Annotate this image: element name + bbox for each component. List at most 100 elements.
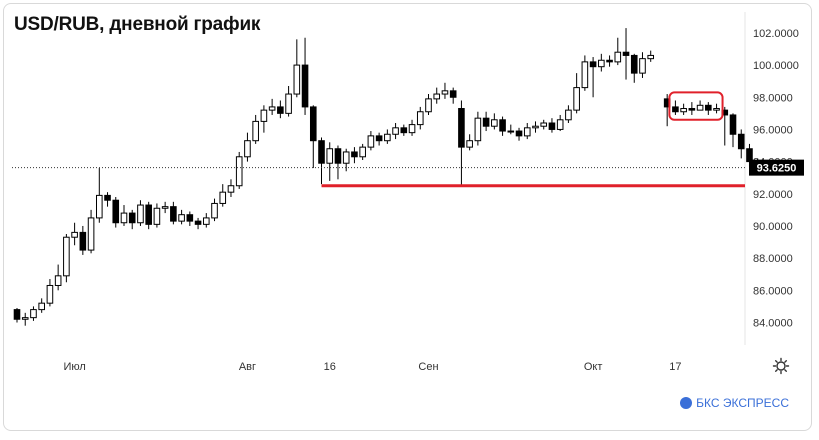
candle-body	[178, 214, 185, 222]
candle	[211, 198, 218, 222]
candle-body	[622, 51, 630, 56]
candle	[161, 201, 169, 214]
candle	[696, 100, 704, 111]
candle-body	[540, 122, 548, 127]
candle	[268, 98, 276, 115]
candle-body	[680, 108, 687, 113]
candle-body	[392, 127, 399, 135]
overlays: 93.6250	[12, 91, 804, 188]
candle-body	[21, 317, 29, 320]
candle-body	[606, 59, 613, 63]
candle-body	[219, 191, 227, 204]
candle-body	[202, 217, 210, 225]
candle-body	[46, 284, 54, 304]
candle	[326, 142, 334, 181]
candle	[342, 148, 350, 172]
x-tick-label: Окт	[584, 361, 603, 373]
candle	[523, 123, 531, 140]
y-tick-label: 84.0000	[753, 317, 793, 329]
y-tick-label: 90.0000	[753, 221, 793, 233]
candle-body	[342, 151, 350, 164]
chart-title: USD/RUB, дневной график	[14, 14, 261, 35]
candle	[614, 37, 622, 66]
candle-body	[252, 120, 259, 142]
candle-body	[491, 119, 498, 127]
candle-body	[523, 127, 531, 137]
candle-body	[120, 212, 128, 224]
candle	[170, 201, 177, 225]
candle	[713, 103, 720, 114]
x-tick-label: Сен	[418, 361, 438, 373]
candle	[359, 143, 366, 160]
candle-body	[96, 194, 103, 219]
candle	[285, 86, 292, 117]
candle-body	[630, 54, 638, 74]
candle	[474, 111, 482, 146]
gear-icon[interactable]	[772, 357, 790, 375]
brand-mark-icon	[680, 397, 693, 409]
candle	[96, 168, 103, 223]
candle-body	[367, 135, 375, 148]
x-tick-label: Июл	[63, 361, 85, 373]
candle-body	[137, 204, 144, 224]
candle-body	[515, 130, 523, 137]
candle-body	[63, 236, 70, 277]
candle-body	[153, 207, 161, 225]
candle	[351, 147, 358, 164]
candle-body	[556, 119, 564, 130]
candle	[688, 102, 696, 115]
candle	[392, 123, 399, 140]
candle	[112, 197, 120, 228]
candle	[589, 57, 597, 98]
candle-body	[194, 220, 202, 225]
candle	[219, 184, 227, 207]
last-price-badge: 93.6250	[749, 159, 804, 176]
candle	[79, 225, 87, 255]
brand-label: БКС ЭКСПРЕСС	[696, 396, 789, 410]
candle	[441, 82, 449, 99]
candle-body	[507, 130, 515, 133]
candle	[491, 113, 498, 130]
candle	[639, 52, 646, 78]
candle	[367, 131, 375, 151]
candle-body	[581, 61, 589, 89]
candle	[532, 121, 539, 133]
brand-logo: БКС ЭКСПРЕСС	[680, 396, 789, 410]
candle	[178, 209, 185, 225]
candle-body	[318, 140, 325, 164]
candle	[581, 55, 589, 91]
candle-body	[244, 140, 251, 158]
candle	[515, 127, 523, 141]
candle	[507, 124, 515, 135]
candle	[277, 100, 284, 119]
candle	[647, 50, 655, 62]
candle	[104, 192, 111, 207]
candle-body	[482, 117, 490, 127]
candle	[416, 106, 424, 130]
candle	[293, 39, 301, 98]
candle-body	[30, 309, 37, 319]
candle	[128, 209, 136, 230]
candle	[120, 205, 128, 226]
candle-body	[79, 231, 87, 251]
candle	[680, 103, 687, 115]
candle	[38, 298, 45, 313]
candle-body	[112, 199, 120, 224]
candle-body	[729, 114, 737, 135]
candle-body	[672, 106, 679, 113]
candle	[729, 113, 737, 148]
x-axis-ticks: Июл Авг 16 Сен Окт 17	[63, 361, 681, 373]
candle-body	[548, 122, 556, 130]
candle	[244, 132, 251, 162]
candle	[540, 119, 548, 130]
candle	[737, 129, 745, 159]
candle-body	[293, 64, 301, 95]
candle	[87, 209, 95, 254]
candle	[466, 134, 473, 151]
candle-body	[326, 148, 334, 164]
candle-body	[38, 302, 45, 311]
candle	[309, 105, 317, 169]
candle	[13, 308, 21, 323]
candle	[21, 312, 29, 326]
